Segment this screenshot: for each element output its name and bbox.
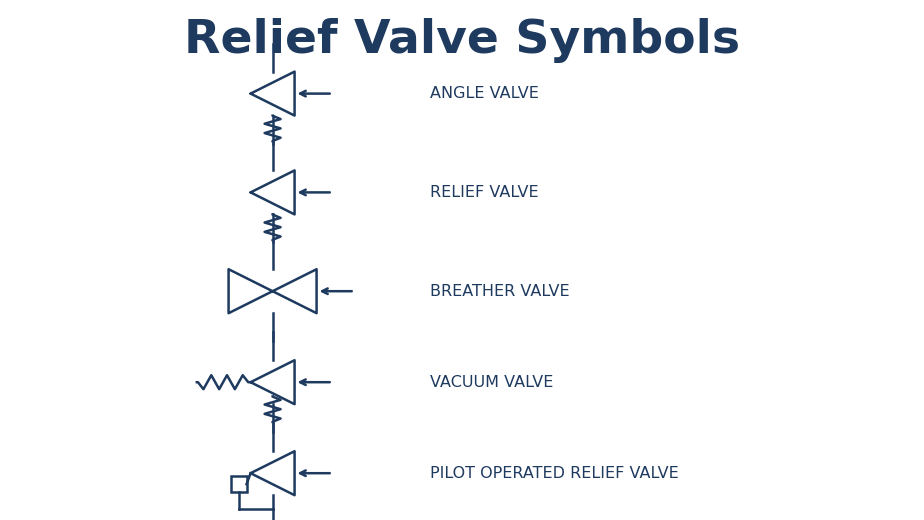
Text: VACUUM VALVE: VACUUM VALVE [430, 375, 553, 389]
Text: RELIEF VALVE: RELIEF VALVE [430, 185, 539, 200]
Text: Relief Valve Symbols: Relief Valve Symbols [184, 18, 740, 62]
Text: PILOT OPERATED RELIEF VALVE: PILOT OPERATED RELIEF VALVE [430, 466, 678, 480]
Text: ANGLE VALVE: ANGLE VALVE [430, 86, 539, 101]
Text: BREATHER VALVE: BREATHER VALVE [430, 284, 569, 298]
Bar [231, 476, 247, 492]
